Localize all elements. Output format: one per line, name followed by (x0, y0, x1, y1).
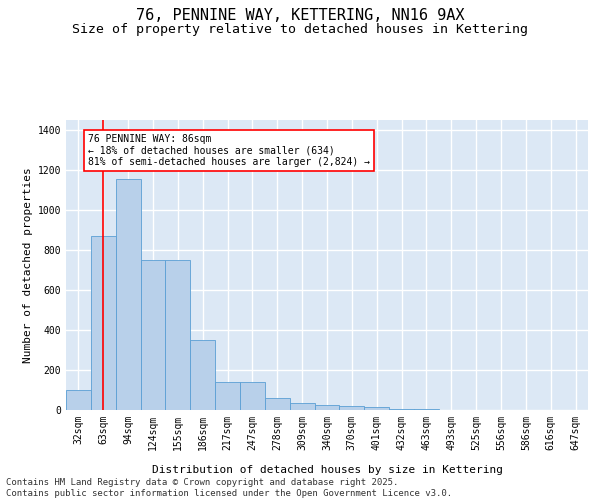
Bar (116, 179, 140, 410)
Bar (314, 405, 340, 410)
Bar (215, 382, 240, 410)
Text: 76 PENNINE WAY: 86sqm
← 18% of detached houses are smaller (634)
81% of semi-det: 76 PENNINE WAY: 86sqm ← 18% of detached … (88, 134, 370, 167)
Text: 76, PENNINE WAY, KETTERING, NN16 9AX: 76, PENNINE WAY, KETTERING, NN16 9AX (136, 8, 464, 22)
Bar (389, 409, 414, 410)
Bar (66, 390, 91, 410)
Text: Contains HM Land Registry data © Crown copyright and database right 2025.
Contai: Contains HM Land Registry data © Crown c… (6, 478, 452, 498)
Bar (140, 260, 166, 410)
Bar (364, 407, 389, 410)
Bar (166, 260, 190, 410)
Bar (265, 398, 290, 410)
Bar (190, 340, 215, 410)
Text: Size of property relative to detached houses in Kettering: Size of property relative to detached ho… (72, 22, 528, 36)
Bar (340, 406, 364, 410)
Bar (240, 382, 265, 410)
Text: Distribution of detached houses by size in Kettering: Distribution of detached houses by size … (151, 465, 503, 475)
Y-axis label: Number of detached properties: Number of detached properties (23, 167, 34, 363)
Bar (91, 236, 116, 410)
Bar (290, 403, 314, 410)
